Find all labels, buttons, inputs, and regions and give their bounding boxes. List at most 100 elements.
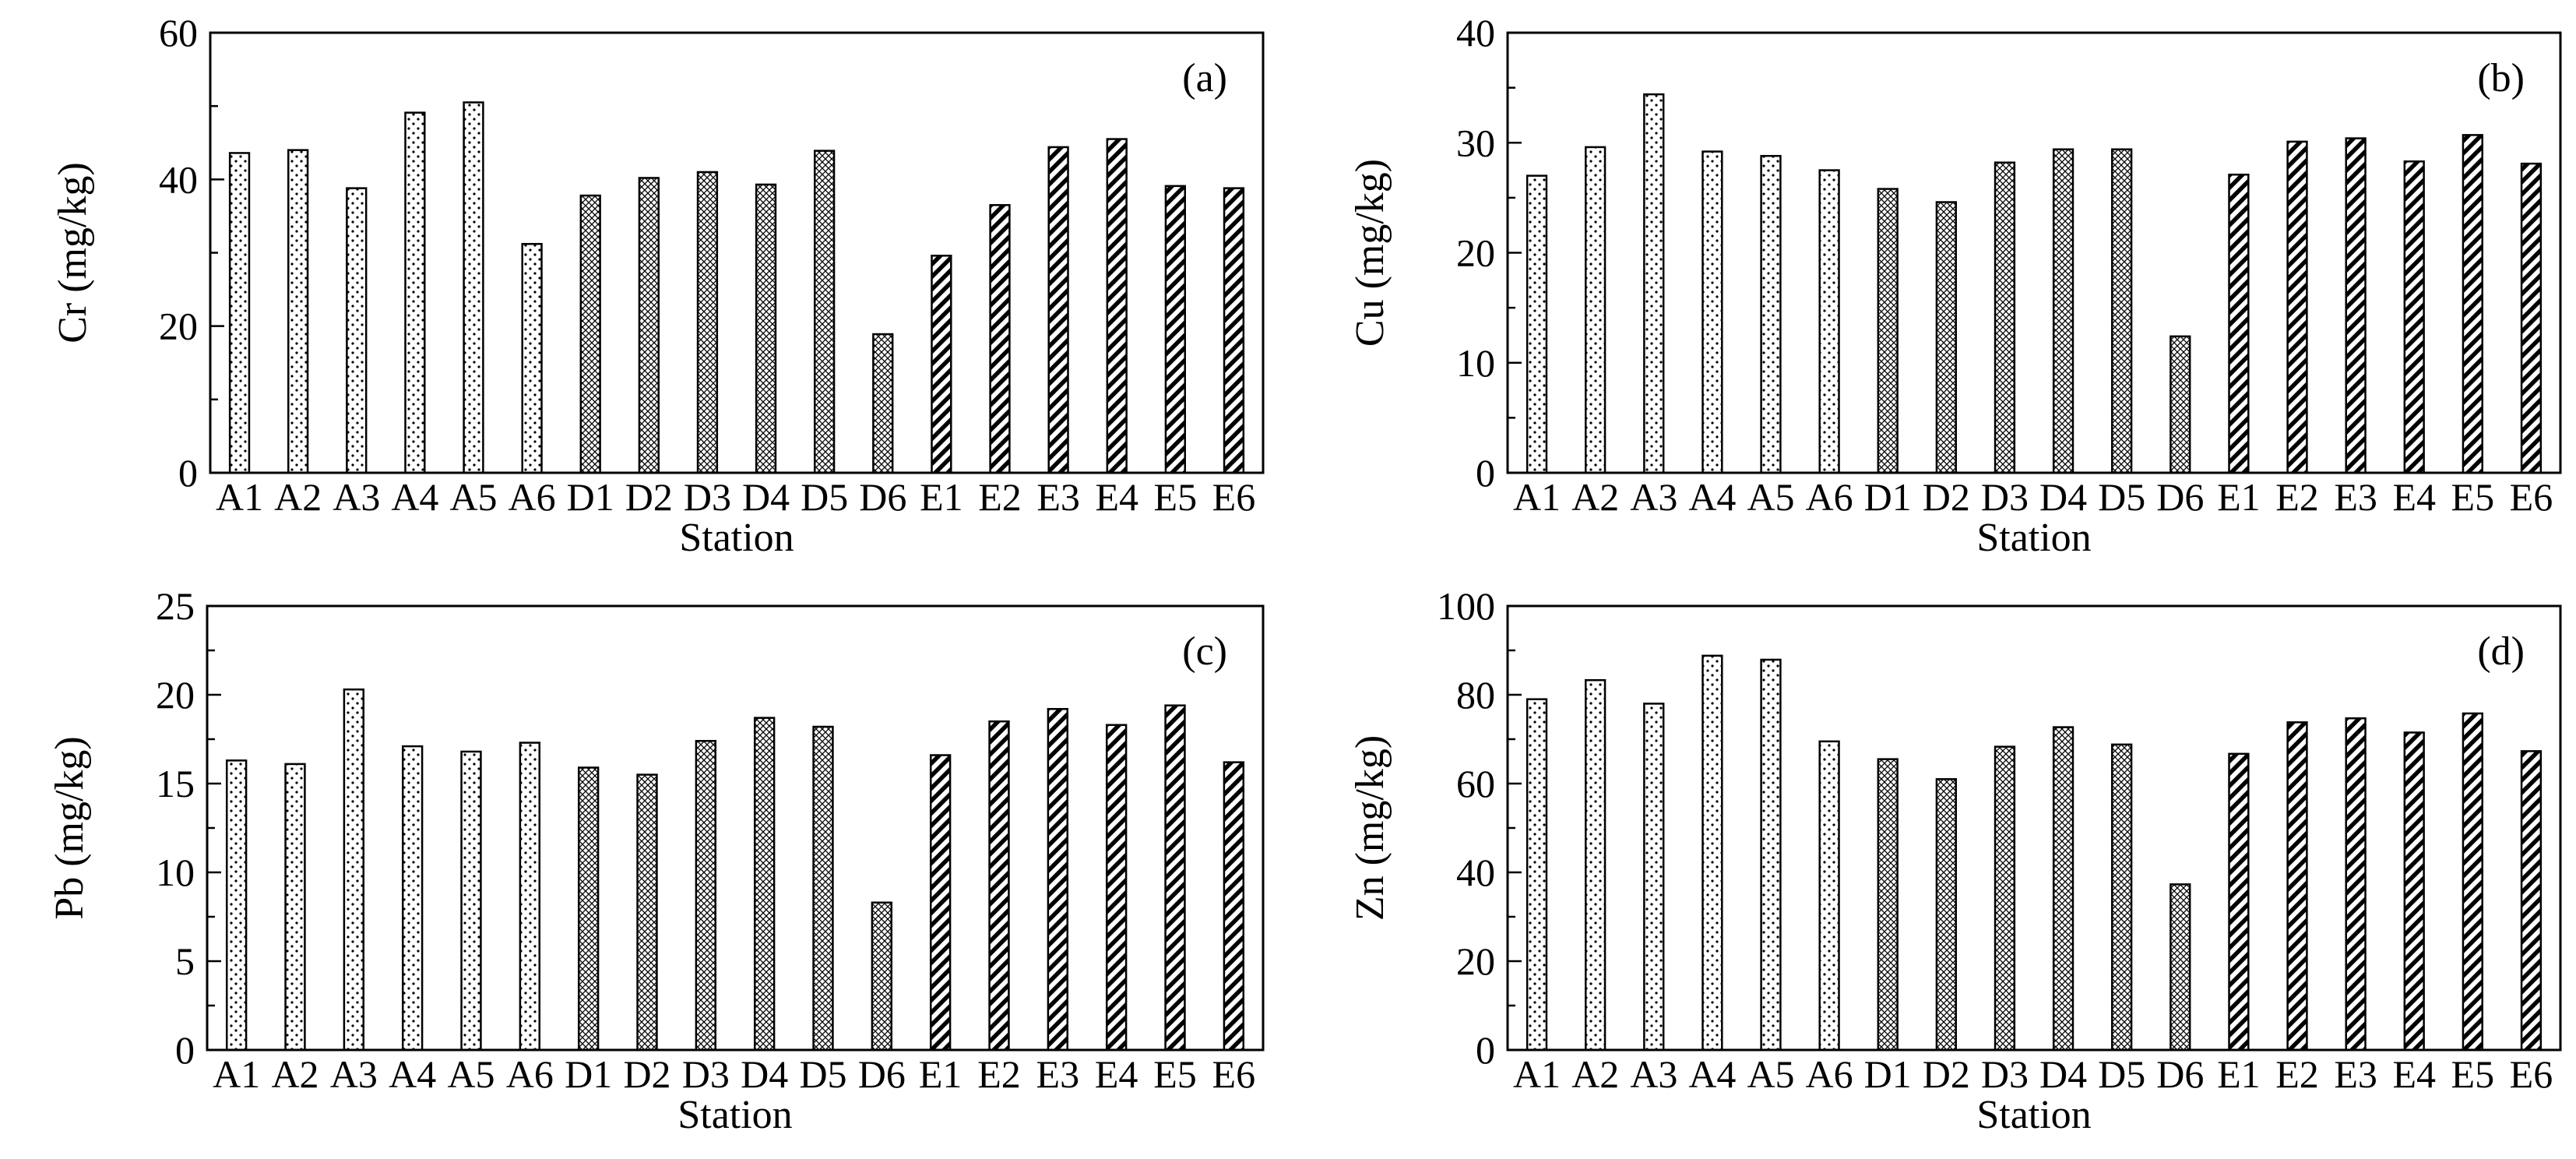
bar-d-E6 [2520, 750, 2543, 1052]
bar-a-A6 [521, 242, 543, 474]
bar-d-A1 [1526, 698, 1548, 1052]
y-axis-title-d: Zn (mg/kg) [1348, 735, 1392, 921]
bar-a-D2 [638, 177, 660, 474]
xtick-label-c-A5: A5 [447, 1052, 494, 1096]
bar-c-D1 [577, 766, 600, 1052]
bar-d-A6 [1818, 740, 1840, 1052]
xtick-label-b-D5: D5 [2098, 475, 2145, 519]
bar-c-D6 [871, 901, 893, 1052]
xtick-label-a-E6: E6 [1212, 475, 1256, 519]
ytick-label-d: 20 [1456, 939, 1495, 983]
bar-a-D5 [814, 150, 836, 474]
xtick-label-c-A3: A3 [330, 1052, 378, 1096]
bar-d-E2 [2286, 721, 2308, 1052]
ytick-label-c: 15 [156, 762, 195, 805]
bar-b-A3 [1643, 93, 1665, 474]
ytick-label-d: 60 [1456, 762, 1495, 805]
xtick-label-c-D2: D2 [623, 1052, 670, 1096]
bar-b-A4 [1701, 150, 1723, 474]
bar-c-A4 [401, 745, 424, 1052]
bar-a-E4 [1106, 138, 1128, 474]
bar-a-D3 [696, 171, 719, 474]
bar-a-A1 [228, 152, 251, 474]
bar-c-E3 [1047, 707, 1069, 1052]
xtick-label-c-D6: D6 [858, 1052, 906, 1096]
bar-a-A3 [346, 187, 368, 474]
bar-a-E1 [931, 255, 952, 474]
panel-tag-a: (a) [1182, 56, 1227, 100]
x-axis-title-a: Station [679, 516, 794, 560]
xtick-label-b-E4: E4 [2392, 475, 2436, 519]
xtick-label-d-E3: E3 [2334, 1052, 2377, 1096]
xtick-label-d-A3: A3 [1630, 1052, 1677, 1096]
bar-b-D3 [1994, 161, 2016, 474]
bar-b-A6 [1818, 169, 1840, 474]
xtick-label-d-D3: D3 [1981, 1052, 2029, 1096]
bar-d-D2 [1935, 778, 1957, 1052]
bar-b-E2 [2286, 140, 2308, 474]
panel-a: 0 20 40 60 A1 A2 A3 A4 A5 A6 D1 D2 D3 D4 D5 D6 E1 E2 E3 E4 E… [51, 11, 1265, 560]
xtick-label-c-E3: E3 [1036, 1052, 1080, 1096]
bar-b-A2 [1585, 146, 1606, 474]
xtick-label-d-A1: A1 [1513, 1052, 1561, 1096]
ytick-label-b: 10 [1456, 341, 1495, 385]
ytick-label-d: 40 [1456, 851, 1495, 894]
bar-b-A1 [1526, 174, 1548, 474]
xtick-label-c-E1: E1 [919, 1052, 962, 1096]
bar-c-A1 [225, 759, 248, 1052]
bar-d-E1 [2228, 752, 2250, 1052]
ytick-label-b: 0 [1476, 451, 1495, 495]
bar-c-A5 [460, 750, 482, 1052]
y-axis-title-c: Pb (mg/kg) [48, 736, 92, 919]
bar-a-E6 [1223, 187, 1245, 474]
bar-c-D3 [695, 740, 717, 1052]
bar-d-D5 [2111, 743, 2133, 1052]
xtick-label-c-D4: D4 [741, 1052, 788, 1096]
bar-c-E6 [1223, 761, 1245, 1052]
xtick-label-c-D1: D1 [565, 1052, 612, 1096]
bar-b-E4 [2403, 160, 2425, 474]
xtick-label-a-E2: E2 [978, 475, 1022, 519]
xtick-label-c-E5: E5 [1153, 1052, 1197, 1096]
bar-a-E2 [989, 204, 1011, 474]
bar-c-A2 [284, 763, 306, 1052]
bar-d-D6 [2170, 883, 2191, 1052]
ytick-label-b: 20 [1456, 231, 1495, 275]
bar-a-A2 [287, 149, 309, 474]
bar-d-D3 [1994, 745, 2016, 1052]
xtick-label-d-D6: D6 [2156, 1052, 2204, 1096]
xtick-label-c-D3: D3 [682, 1052, 730, 1096]
bar-b-E1 [2228, 173, 2250, 474]
xtick-label-a-E1: E1 [920, 475, 963, 519]
panel-tag-b: (b) [2477, 56, 2525, 100]
xtick-label-b-A5: A5 [1747, 475, 1794, 519]
xtick-label-a-A6: A6 [509, 475, 556, 519]
xtick-label-b-E6: E6 [2510, 475, 2553, 519]
xtick-label-b-E2: E2 [2275, 475, 2319, 519]
xtick-label-d-E4: E4 [2392, 1052, 2436, 1096]
bar-c-A6 [519, 742, 541, 1052]
bar-d-D1 [1877, 758, 1899, 1052]
ytick-label-c: 20 [156, 673, 195, 717]
ytick-label-c: 10 [156, 851, 195, 894]
xtick-label-a-A5: A5 [449, 475, 497, 519]
xtick-label-a-D5: D5 [801, 475, 848, 519]
xtick-label-b-E3: E3 [2334, 475, 2377, 519]
bar-d-E3 [2345, 717, 2367, 1052]
ytick-label-d: 0 [1476, 1028, 1495, 1072]
xtick-label-d-A6: A6 [1806, 1052, 1853, 1096]
xtick-label-d-E1: E1 [2217, 1052, 2261, 1096]
bar-a-E5 [1164, 185, 1186, 474]
panel-d: 0 20 40 60 80 100 A1 A2 A3 A4 A5 A6 D1 D2 D3 D4 D5 D6 E1 E2… [1348, 584, 2562, 1137]
xtick-label-b-A3: A3 [1630, 475, 1677, 519]
ytick-label-c: 5 [175, 939, 195, 983]
ytick-label-c: 25 [156, 584, 195, 628]
xtick-label-b-D4: D4 [2039, 475, 2087, 519]
xtick-label-c-E4: E4 [1095, 1052, 1138, 1096]
xtick-label-d-D2: D2 [1923, 1052, 1970, 1096]
xtick-label-b-A2: A2 [1571, 475, 1619, 519]
xtick-label-a-A2: A2 [274, 475, 322, 519]
xtick-label-c-D5: D5 [799, 1052, 846, 1096]
y-axis-title-a: Cr (mg/kg) [51, 162, 95, 343]
xtick-label-d-E5: E5 [2451, 1052, 2495, 1096]
